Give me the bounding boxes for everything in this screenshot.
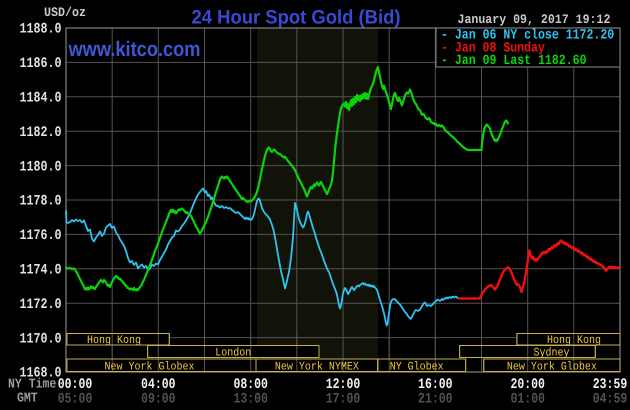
- svg-text:1174.0: 1174.0: [20, 263, 62, 279]
- svg-text:1172.0: 1172.0: [20, 297, 62, 313]
- svg-text:08:00: 08:00: [233, 377, 268, 393]
- svg-text:Sydney: Sydney: [534, 346, 570, 359]
- svg-text:New York NYMEX: New York NYMEX: [275, 360, 359, 373]
- svg-text:NY Time: NY Time: [8, 378, 56, 393]
- svg-text:16:00: 16:00: [418, 377, 453, 393]
- svg-text:GMT: GMT: [17, 392, 38, 407]
- svg-text:13:00: 13:00: [233, 392, 268, 408]
- svg-text:01:00: 01:00: [510, 392, 545, 408]
- svg-text:- Jan 06 NY close 1172.20: - Jan 06 NY close 1172.20: [441, 28, 614, 44]
- svg-text:1176.0: 1176.0: [20, 228, 62, 244]
- svg-text:NY Globex: NY Globex: [390, 360, 444, 373]
- svg-text:00:00: 00:00: [58, 377, 93, 393]
- svg-text:USD/oz: USD/oz: [44, 5, 86, 20]
- svg-text:New York Globex: New York Globex: [507, 360, 597, 373]
- svg-text:1188.0: 1188.0: [20, 22, 62, 38]
- svg-text:24 Hour Spot Gold (Bid): 24 Hour Spot Gold (Bid): [192, 6, 401, 28]
- svg-text:17:00: 17:00: [326, 392, 361, 408]
- svg-text:1182.0: 1182.0: [20, 125, 62, 141]
- svg-text:1186.0: 1186.0: [20, 56, 62, 72]
- svg-text:- Jan 08 Sunday: - Jan 08 Sunday: [441, 41, 545, 57]
- svg-text:04:59: 04:59: [593, 392, 628, 408]
- svg-text:New York Globex: New York Globex: [105, 360, 195, 373]
- svg-text:- Jan 09 Last 1182.60: - Jan 09 Last 1182.60: [441, 53, 587, 69]
- svg-text:12:00: 12:00: [326, 377, 361, 393]
- svg-text:23:59: 23:59: [593, 377, 628, 393]
- svg-text:04:00: 04:00: [141, 377, 176, 393]
- svg-text:1178.0: 1178.0: [20, 194, 62, 210]
- svg-text:1168.0: 1168.0: [20, 366, 62, 382]
- svg-text:09:00: 09:00: [141, 392, 176, 408]
- svg-text:1180.0: 1180.0: [20, 159, 62, 175]
- svg-text:1184.0: 1184.0: [20, 91, 62, 107]
- svg-text:Hong Kong: Hong Kong: [87, 334, 141, 347]
- svg-text:Hong Kong: Hong Kong: [547, 334, 601, 347]
- svg-text:1170.0: 1170.0: [20, 331, 62, 347]
- svg-text:January 09, 2017 19:12: January 09, 2017 19:12: [458, 12, 611, 27]
- svg-text:20:00: 20:00: [510, 377, 545, 393]
- svg-text:www.kitco.com: www.kitco.com: [68, 38, 201, 61]
- svg-text:21:00: 21:00: [418, 392, 453, 408]
- svg-text:05:00: 05:00: [58, 392, 93, 408]
- svg-text:London: London: [215, 346, 251, 359]
